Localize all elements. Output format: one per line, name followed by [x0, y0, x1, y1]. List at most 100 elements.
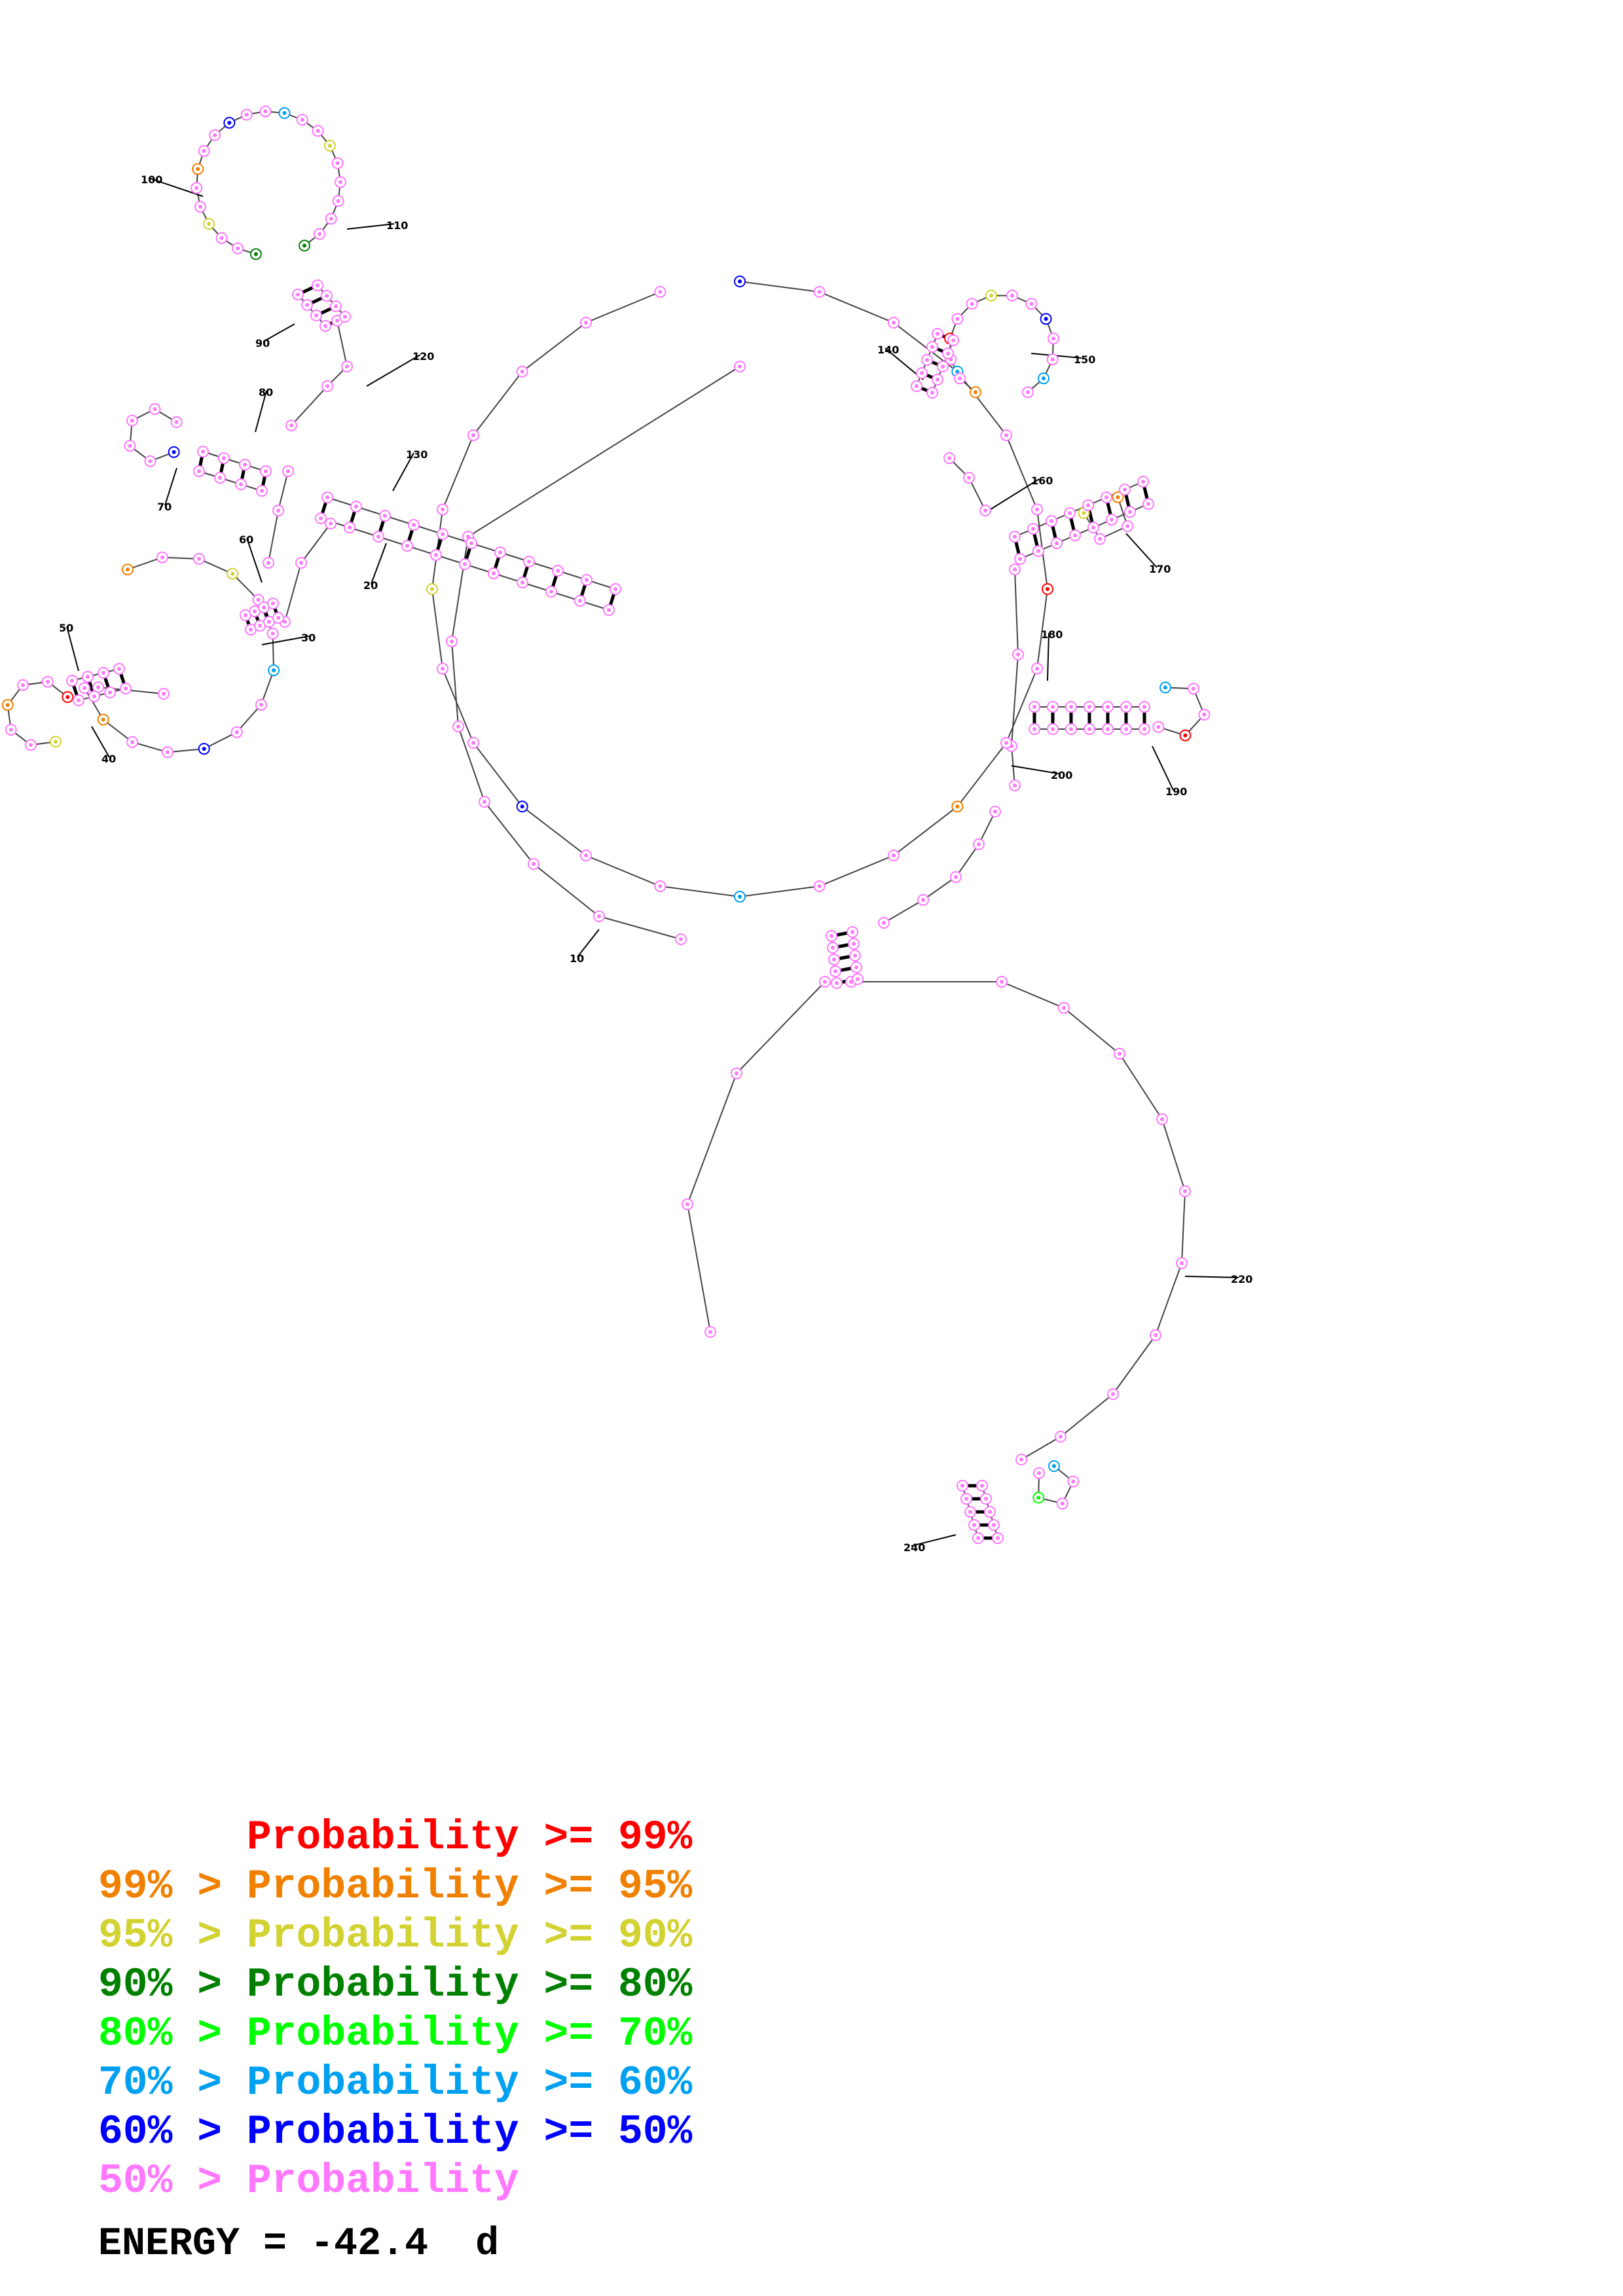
- nucleotide-dot: [1073, 533, 1077, 537]
- nucleotide-dot: [658, 884, 663, 888]
- nucleotide-dot: [1124, 727, 1128, 731]
- nucleotide-dot: [96, 685, 100, 689]
- legend-label: Probability: [246, 2060, 519, 2106]
- nucleotide-dot: [86, 675, 90, 679]
- nucleotide-dot: [1032, 705, 1036, 709]
- position-tick: [263, 323, 295, 342]
- legend-row: 90% > Probability >= 80%: [98, 1960, 692, 2009]
- nucleotide-dot: [198, 204, 202, 209]
- nucleotide-dot: [1111, 1392, 1115, 1396]
- nucleotide-dot: [270, 632, 275, 636]
- nucleotide-dot: [335, 161, 340, 166]
- nucleotide-dot: [833, 969, 837, 973]
- nucleotide-dot: [441, 666, 445, 671]
- nucleotide-dot: [267, 620, 271, 624]
- nucleotide-dot: [585, 578, 589, 582]
- legend-row: 70% > Probability >= 60%: [98, 2058, 692, 2108]
- nucleotide-dot: [936, 378, 939, 382]
- nucleotide-dot: [607, 608, 611, 612]
- legend-prefix: 90% >: [98, 1962, 247, 2008]
- nucleotide-dot: [1104, 495, 1108, 499]
- nucleotide-dot: [498, 550, 502, 554]
- nucleotide-dot: [1018, 557, 1022, 561]
- position-tick: [164, 467, 177, 506]
- legend-threshold: >= 50%: [519, 2109, 693, 2155]
- nucleotide-dot: [853, 954, 857, 958]
- nucleotide-dot: [77, 698, 81, 702]
- nucleotide-dot: [471, 433, 475, 437]
- nucleotide-dot: [679, 937, 683, 941]
- nucleotide-dot: [335, 319, 339, 323]
- nucleotide-dot: [117, 667, 121, 671]
- nucleotide-dot: [65, 695, 70, 699]
- position-label: 40: [101, 753, 116, 765]
- nucleotide-dot: [299, 561, 303, 565]
- nucleotide-dot: [227, 120, 232, 125]
- legend-row: Probability >= 99%: [98, 1813, 693, 1862]
- backbone-segment: [450, 366, 740, 940]
- nucleotide-dot: [597, 914, 601, 918]
- position-label: 190: [1165, 785, 1187, 798]
- nucleotide-dot: [1118, 1052, 1122, 1056]
- nucleotide-dot: [832, 958, 836, 961]
- position-tick: [911, 1534, 957, 1547]
- nucleotide-dot: [54, 740, 58, 744]
- nucleotide-dot: [823, 980, 827, 984]
- nucleotide-dot: [1098, 537, 1102, 541]
- position-label: 50: [59, 622, 73, 634]
- nucleotide-dot: [124, 687, 128, 691]
- legend-prefix: 60% >: [98, 2109, 247, 2155]
- nucleotide-dot: [1106, 727, 1110, 731]
- nucleotide-dot: [441, 532, 445, 536]
- position-label: 150: [1074, 353, 1095, 366]
- nucleotide-dot: [1069, 705, 1073, 709]
- nucleotide-dot: [234, 730, 239, 734]
- backbone-segment: [1010, 569, 1019, 786]
- nucleotide-dot: [989, 293, 993, 298]
- nucleotide-dot: [249, 628, 253, 632]
- nucleotide-dot: [354, 505, 358, 509]
- legend-label: Probability: [246, 1912, 519, 1959]
- nucleotide-dot: [532, 862, 536, 866]
- nucleotide-dot: [1106, 705, 1110, 709]
- nucleotide-dot: [1049, 519, 1053, 523]
- legend-row: 99% > Probability >= 95%: [98, 1862, 692, 1911]
- nucleotide-dot: [230, 571, 235, 576]
- nucleotide-dot: [172, 450, 176, 454]
- nucleotide-dot: [549, 590, 553, 594]
- position-label: 100: [141, 173, 162, 186]
- nucleotide-dot: [45, 679, 50, 684]
- legend-label: Probability: [246, 1962, 519, 2008]
- nucleotide-dot: [450, 639, 454, 643]
- nucleotide-dot: [584, 321, 588, 325]
- legend-label: Probability: [246, 2109, 519, 2155]
- nucleotide-dot: [483, 800, 486, 804]
- nucleotide-dot: [383, 514, 387, 518]
- position-label: 240: [903, 1541, 925, 1554]
- legend-threshold: >= 95%: [519, 1863, 693, 1910]
- nucleotide-dot: [1091, 526, 1095, 529]
- loop-backbone: [1158, 687, 1205, 736]
- nucleotide-dot: [578, 599, 582, 603]
- position-tick: [1152, 745, 1174, 791]
- nucleotide-dot: [988, 1510, 992, 1514]
- nucleotide-dot: [882, 921, 886, 925]
- nucleotide-dot: [222, 456, 226, 460]
- backbone-segment: [883, 811, 996, 924]
- backbone-segment: [949, 457, 986, 511]
- nucleotide-dot: [1051, 336, 1055, 341]
- nucleotide-dot: [1019, 1458, 1023, 1462]
- position-tick: [988, 478, 1040, 511]
- nucleotide-dot: [126, 567, 130, 572]
- nucleotide-dot: [1050, 357, 1055, 362]
- nucleotide-dot: [1191, 687, 1195, 691]
- helix-strand: [71, 668, 120, 681]
- nucleotide-dot: [314, 314, 318, 317]
- position-tick: [366, 354, 421, 387]
- nucleotide-dot: [243, 463, 247, 467]
- nucleotide-dot: [348, 526, 352, 529]
- nucleotide-dot: [735, 1071, 739, 1075]
- nucleotide-dot: [968, 1510, 972, 1514]
- nucleotide-dot: [197, 469, 201, 473]
- nucleotide-dot: [286, 469, 290, 473]
